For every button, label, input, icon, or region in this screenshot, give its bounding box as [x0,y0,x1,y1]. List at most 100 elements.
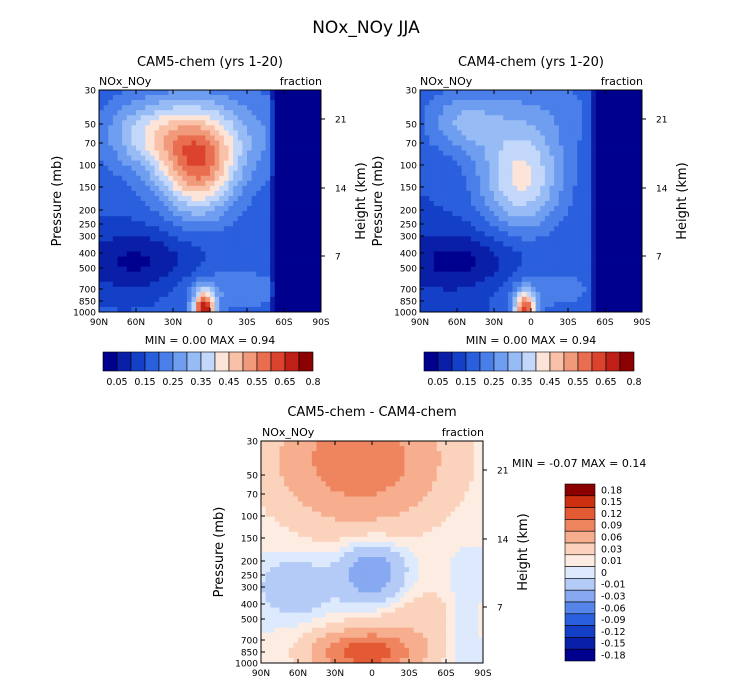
heatmap-cell [312,446,317,451]
heatmap-cell [614,236,619,241]
heatmap-cell [187,181,192,186]
heatmap-cell [293,135,298,140]
heatmap-cell [582,277,587,282]
heatmap-cell [494,156,499,161]
heatmap-cell [275,231,280,236]
heatmap-cell [326,502,331,507]
heatmap-cell [307,481,312,486]
heatmap-cell [210,206,215,211]
heatmap-cell [614,216,619,221]
heatmap-cell [261,216,266,221]
heatmap-cell [118,115,123,120]
heatmap-cell [540,161,545,166]
heatmap-cell [494,110,499,115]
heatmap-cell [367,481,372,486]
heatmap-cell [187,241,192,246]
heatmap-cell [605,206,610,211]
heatmap-cell [127,277,132,282]
heatmap-cell [452,125,457,130]
heatmap-cell [568,90,573,95]
heatmap-cell [127,292,132,297]
heatmap-cell [256,257,261,262]
heatmap-cell [577,90,582,95]
heatmap-cell [136,277,141,282]
heatmap-cell [312,481,317,486]
x-tick-label: 0 [207,318,213,328]
heatmap-cell [517,115,522,120]
heatmap-cell [489,105,494,110]
heatmap-cell [550,251,555,256]
heatmap-cell [224,272,229,277]
heatmap-cell [434,211,439,216]
heatmap-cell [400,456,405,461]
heatmap-cell [173,302,178,307]
heatmap-cell [354,471,359,476]
heatmap-cell [462,140,467,145]
heatmap-cell [550,292,555,297]
heatmap-cell [307,120,312,125]
heatmap-cell [559,105,564,110]
heatmap-cell [303,476,308,481]
heatmap-cell [577,226,582,231]
heatmap-cell [526,120,531,125]
heatmap-cell [279,277,284,282]
colorbar-swatch [606,352,620,371]
heatmap-cell [624,166,629,171]
heatmap-cell [266,125,271,130]
heatmap-cell [522,120,527,125]
heatmap-cell [545,221,550,226]
heatmap-cell [610,241,615,246]
heatmap-cell [229,146,234,151]
heatmap-cell [573,272,578,277]
heatmap-cell [229,201,234,206]
heatmap-cell [448,267,453,272]
heatmap-cell [610,302,615,307]
heatmap-cell [434,302,439,307]
heatmap-cell [439,226,444,231]
heatmap-cell [173,206,178,211]
heatmap-cell [441,476,446,481]
heatmap-cell [451,486,456,491]
heatmap-cell [279,166,284,171]
heatmap-cell [173,95,178,100]
heatmap-cell [568,130,573,135]
heatmap-cell [591,95,596,100]
heatmap-cell [284,471,289,476]
heatmap-cell [284,176,289,181]
heatmap-cell [439,282,444,287]
heatmap-cell [633,146,638,151]
heatmap-cell [270,156,275,161]
heatmap-cell [205,110,210,115]
heatmap-cell [247,216,252,221]
heatmap-cell [192,267,197,272]
heatmap-cell [596,171,601,176]
heatmap-cell [229,231,234,236]
heatmap-cell [550,130,555,135]
heatmap-cell [113,140,118,145]
heatmap-cell [540,140,545,145]
heatmap-cell [335,486,340,491]
unit-label: fraction [442,426,484,439]
heatmap-cell [381,461,386,466]
heatmap-cell [201,211,206,216]
heatmap-cell [307,267,312,272]
heatmap-cell [219,100,224,105]
heatmap-cell [460,481,465,486]
heatmap-cell [582,292,587,297]
heatmap-cell [233,272,238,277]
heatmap-cell [279,146,284,151]
panel-title: CAM5-chem - CAM4-chem [287,405,456,420]
heatmap-cell [628,287,633,292]
heatmap-cell [437,466,442,471]
heatmap-cell [526,241,531,246]
heatmap-cell [293,251,298,256]
heatmap-cell [489,231,494,236]
heatmap-cell [289,272,294,277]
heatmap-cell [145,221,150,226]
heatmap-cell [517,181,522,186]
heatmap-cell [252,130,257,135]
heatmap-cell [280,471,285,476]
heatmap-cell [261,161,266,166]
heatmap-cell [439,191,444,196]
heatmap-cell [429,262,434,267]
